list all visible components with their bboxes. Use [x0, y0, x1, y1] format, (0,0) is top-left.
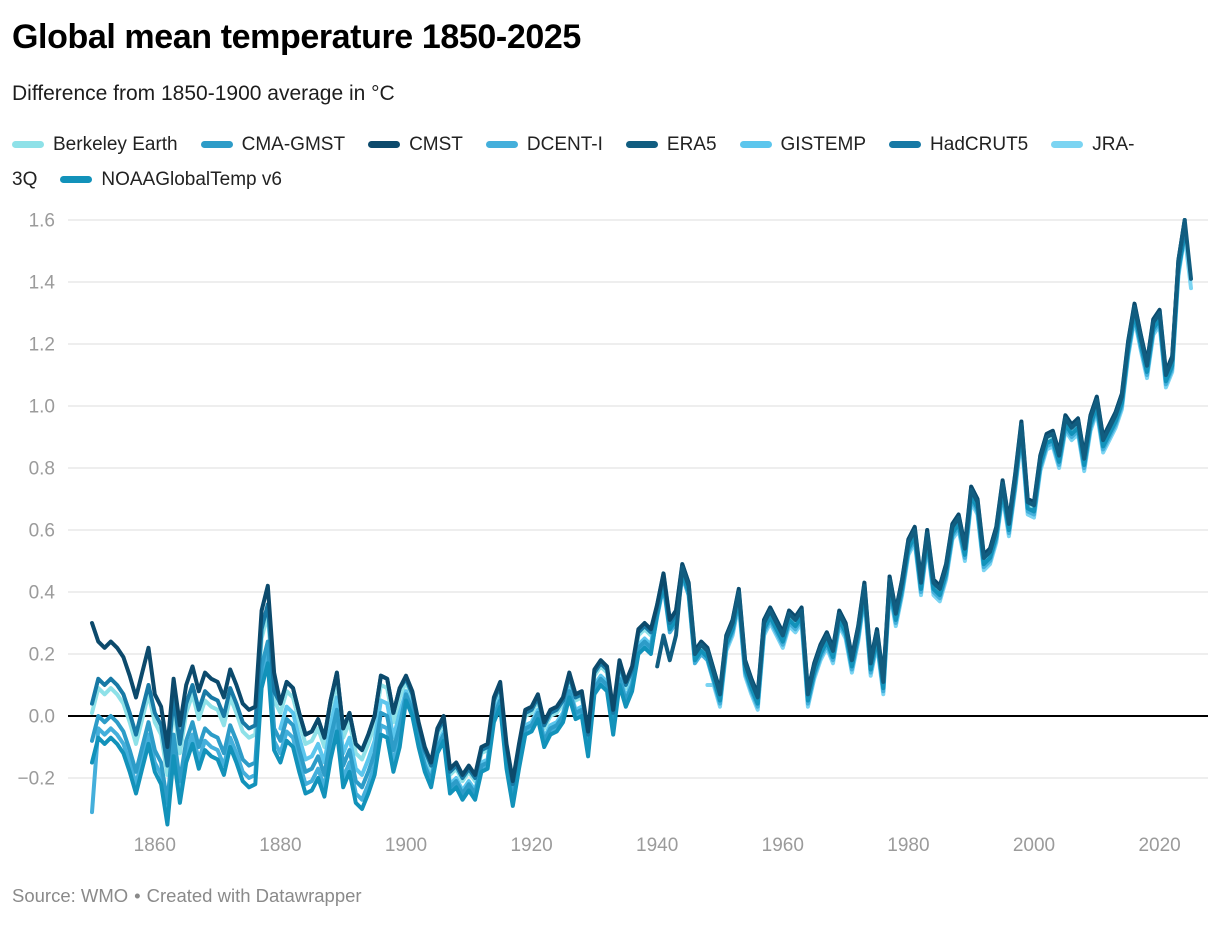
legend-swatch [12, 140, 44, 148]
x-axis-tick-label: 1920 [510, 835, 552, 856]
legend-item[interactable]: Berkeley Earth [12, 127, 178, 162]
x-axis-tick-label: 1860 [134, 835, 176, 856]
legend-swatch [60, 176, 93, 184]
legend-swatch [739, 140, 772, 148]
x-axis-tick-label: 1960 [762, 835, 804, 856]
legend: Berkeley Earth CMA-GMST CMST DCENT-I ERA5 GIS… [12, 126, 1208, 197]
attribution-link[interactable]: Created with Datawrapper [146, 885, 362, 907]
x-axis-tick-label: 1980 [887, 835, 929, 856]
y-axis-tick-label: 0.4 [29, 583, 56, 604]
source-text: Source: WMO [12, 885, 129, 907]
legend-item[interactable]: GISTEMP [739, 127, 867, 162]
legend-swatch [485, 140, 518, 148]
legend-swatch [200, 140, 233, 148]
legend-item[interactable]: ERA5 [625, 127, 717, 162]
legend-label: DCENT-I [526, 133, 603, 155]
y-axis-tick-label: 0.2 [29, 645, 55, 666]
series-line-era5[interactable] [655, 218, 1193, 700]
y-axis-tick-label: 0.6 [29, 521, 55, 542]
legend-swatch [1051, 140, 1084, 148]
legend-label: 3Q [12, 169, 38, 191]
legend-label: CMA-GMST [241, 133, 346, 155]
chart-title: Global mean temperature 1850-2025 [12, 18, 581, 56]
footer: Source: WMO • Created with Datawrapper [12, 885, 1208, 907]
y-axis-tick-label: 1.6 [29, 211, 55, 232]
legend-label: JRA- [1092, 133, 1135, 155]
y-axis-tick-label: 1.2 [29, 335, 55, 356]
legend-item[interactable]: NOAAGlobalTemp v6 [60, 162, 282, 197]
legend-label: GISTEMP [780, 133, 867, 155]
chart-card: Global mean temperature 1850-2025 Differ… [12, 18, 1208, 907]
y-axis-tick-label: −0.2 [17, 769, 55, 790]
chart-svg[interactable]: −0.2 0.0 0.2 0.4 0.6 0.8 1.0 1.2 1.4 1.6 1860 1880 1… [12, 205, 1208, 869]
x-axis-tick-label: 1940 [636, 835, 678, 856]
x-axis-tick-label: 2000 [1013, 835, 1055, 856]
y-axis-tick-label: 0.8 [29, 459, 55, 480]
legend-item[interactable]: CMST [368, 127, 463, 162]
legend-row: Berkeley Earth CMA-GMST CMST DCENT-I ERA5 GIS… [12, 126, 1208, 161]
x-axis-tick-label: 1880 [259, 835, 301, 856]
series-line-cmst[interactable] [90, 218, 1187, 784]
legend-item[interactable]: HadCRUT5 [889, 127, 1028, 162]
legend-item[interactable]: CMA-GMST [200, 127, 346, 162]
chart-area[interactable]: −0.2 0.0 0.2 0.4 0.6 0.8 1.0 1.2 1.4 1.6 1860 1880 1… [12, 205, 1208, 869]
legend-item[interactable]: JRA- [1051, 127, 1134, 162]
legend-label: ERA5 [666, 133, 717, 155]
legend-label: Berkeley Earth [53, 133, 178, 155]
legend-label: NOAAGlobalTemp v6 [101, 169, 282, 191]
legend-item[interactable]: DCENT-I [485, 127, 603, 162]
legend-label: HadCRUT5 [930, 133, 1029, 155]
y-axis-tick-label: 1.0 [29, 397, 55, 418]
y-axis-tick-label: 1.4 [29, 273, 56, 294]
footer-separator: • [134, 885, 141, 907]
legend-row: 3Q NOAAGlobalTemp v6 [12, 162, 1208, 197]
x-axis-tick-label: 2020 [1138, 835, 1180, 856]
x-axis-tick-label: 1900 [385, 835, 427, 856]
legend-label: CMST [409, 133, 463, 155]
legend-swatch [625, 140, 658, 148]
legend-item[interactable]: 3Q [12, 162, 37, 197]
legend-swatch [889, 140, 922, 148]
legend-swatch [368, 140, 401, 148]
chart-subtitle: Difference from 1850-1900 average in °C [12, 82, 395, 106]
y-axis-tick-label: 0.0 [29, 707, 55, 728]
